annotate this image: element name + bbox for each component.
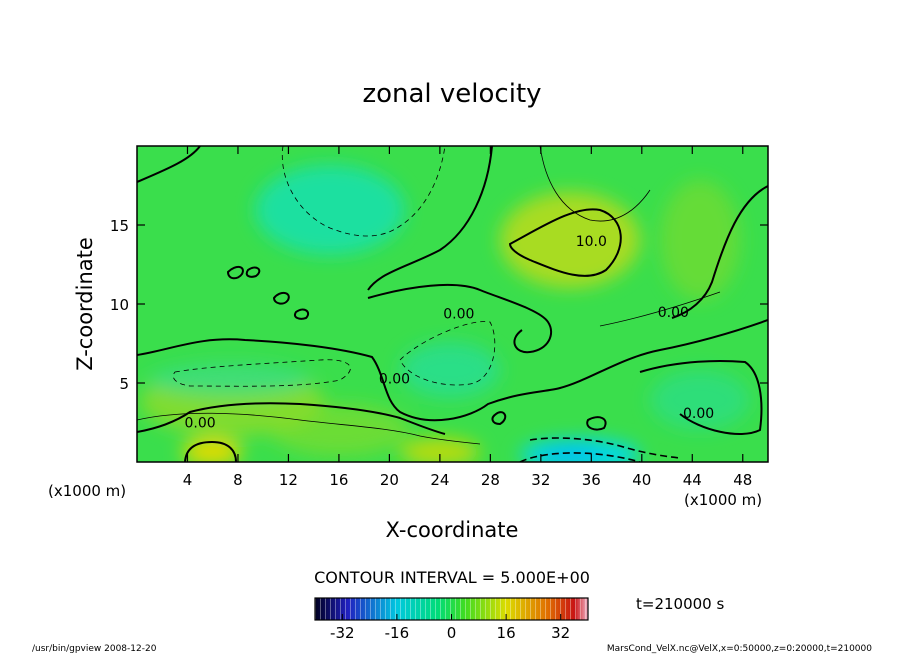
x-tick-label: 24	[430, 471, 449, 489]
x-unit-left: (x1000 m)	[48, 482, 126, 500]
y-axis: 5 10 15	[110, 217, 768, 393]
colorbar-tick-label: 16	[497, 624, 516, 642]
zero-contour-upper	[367, 146, 493, 291]
y-tick-label: 5	[119, 375, 129, 393]
zero-contour-main	[137, 319, 768, 422]
zero-contour-lower	[137, 402, 446, 435]
contour-label: 0.00	[185, 416, 216, 432]
y-axis-label: Z-coordinate	[73, 237, 97, 371]
small-closed-contour	[272, 292, 290, 305]
positive-contour-low	[137, 412, 481, 445]
small-closed-contour	[294, 308, 310, 320]
colorbar-tick-label: -16	[385, 624, 410, 642]
colorbar: -32 -16 0 16 32	[314, 597, 589, 642]
x-axis-label: X-coordinate	[386, 518, 519, 542]
zero-contour-top-left	[137, 146, 201, 183]
zero-contour-right-low	[639, 360, 763, 435]
positive-contour-right	[599, 291, 721, 327]
chart-title: zonal velocity	[362, 79, 541, 109]
plot-area	[137, 146, 768, 462]
contour-label: 10.0	[576, 234, 607, 250]
x-tick-label: 20	[380, 471, 399, 489]
footer-right: MarsCond_VelX.nc@VelX,x=0:50000,z=0:2000…	[607, 644, 872, 654]
negative-contour-bottom	[529, 437, 681, 459]
small-closed-contour	[586, 416, 607, 431]
contour-label: 0.00	[443, 306, 474, 322]
zero-contour-right	[671, 185, 768, 319]
y-tick-label: 10	[110, 296, 129, 314]
time-label: t=210000 s	[636, 595, 724, 613]
x-tick-label: 16	[329, 471, 348, 489]
x-tick-label: 8	[233, 471, 243, 489]
contour-label: 0.00	[379, 371, 410, 387]
small-closed-contour	[245, 266, 261, 278]
small-closed-contour	[491, 411, 507, 426]
negative-contour-bottom-inner	[519, 452, 641, 462]
contour-labels: 10.0 0.00 0.00 0.00 0.00 0.00	[185, 234, 715, 432]
negative-contour-left	[172, 359, 351, 387]
footer-left: /usr/bin/gpview 2008-12-20	[32, 644, 157, 654]
contour-label: 0.00	[658, 305, 689, 321]
colorbar-bands	[315, 598, 588, 620]
colorbar-ticks: -32 -16 0 16 32	[330, 614, 570, 642]
x-tick-label: 44	[683, 471, 702, 489]
contour-interval: CONTOUR INTERVAL = 5.000E+00	[314, 568, 590, 587]
x-tick-label: 48	[733, 471, 752, 489]
small-closed-contour	[226, 266, 244, 280]
field-shading	[140, 165, 750, 462]
x-tick-label: 28	[481, 471, 500, 489]
colorbar-tick-label: 32	[551, 624, 570, 642]
colorbar-tick-label: -32	[330, 624, 355, 642]
x-tick-label: 40	[632, 471, 651, 489]
negative-contour-top	[281, 146, 446, 237]
x-tick-label: 32	[531, 471, 550, 489]
ten-contour	[508, 208, 622, 277]
x-axis: 4 8 12 16 20 24 28 32 36 40 44 48	[183, 146, 752, 489]
positive-contour-top-right	[539, 146, 651, 222]
x-tick-label: 36	[582, 471, 601, 489]
x-tick-label: 4	[183, 471, 193, 489]
y-tick-label: 15	[110, 217, 129, 235]
contour-label: 0.00	[683, 406, 714, 422]
zero-contour-mid	[367, 283, 553, 354]
negative-contour-center	[399, 321, 496, 386]
contour-lines	[137, 146, 768, 462]
positive-contour-hotspot	[184, 440, 237, 462]
x-unit-right: (x1000 m)	[684, 491, 762, 509]
colorbar-tick-label: 0	[447, 624, 457, 642]
x-tick-label: 12	[279, 471, 298, 489]
